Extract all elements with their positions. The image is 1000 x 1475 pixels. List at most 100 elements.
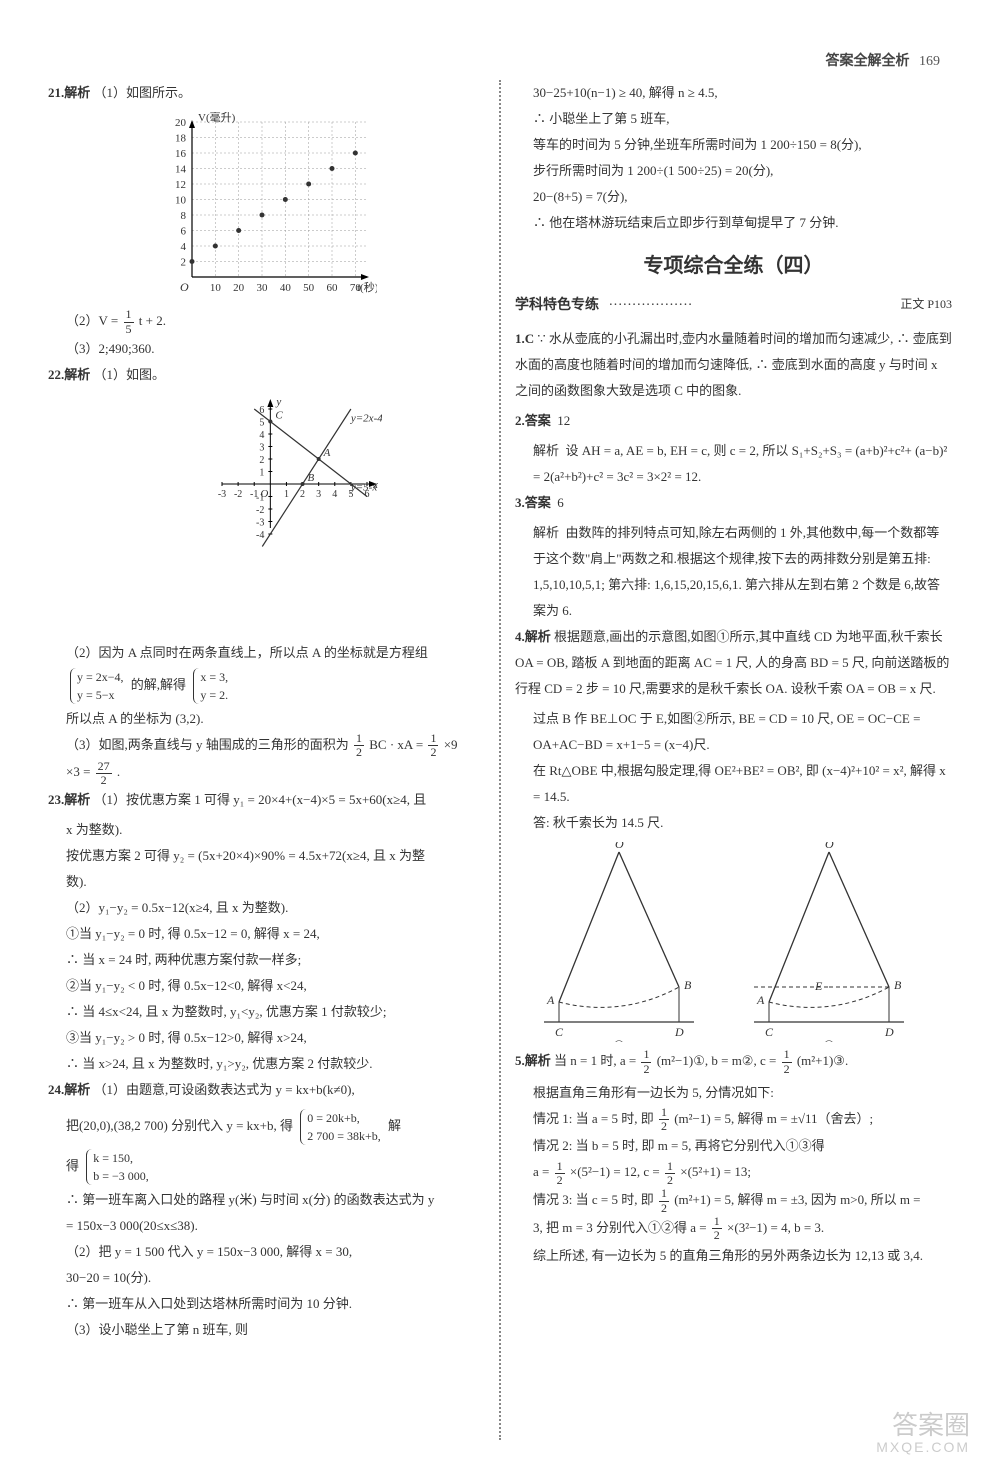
q23-label: 23.解析 <box>48 792 90 807</box>
svg-text:14: 14 <box>175 164 187 176</box>
rq4-l3: 在 Rt△OBE 中,根据勾股定理,得 OE²+BE² = OB², 即 (x−… <box>515 758 952 810</box>
q4-diagram: OABCD①OABCD②E <box>529 842 939 1042</box>
left-column: 21.解析 （1）如图所示。 1020304050607024681012141… <box>40 80 493 1440</box>
q23-l9: ∴ 当 4≤x<24, 且 x 为整数时, y₁<y₂, 优惠方案 1 付款较少… <box>48 999 485 1025</box>
svg-text:18: 18 <box>175 133 187 145</box>
q24: 24.解析 （1）由题意,可设函数表达式为 y = kx+b(k≠0), <box>48 1077 485 1103</box>
q23-l7: ∴ 当 x = 24 时, 两种优惠方案付款一样多; <box>48 947 485 973</box>
q22-sys: y = 2x−4,y = 5−x 的解,解得 x = 3,y = 2. <box>48 666 485 706</box>
header-title: 答案全解全析 <box>826 54 910 69</box>
c-l6: ∴ 他在塔林游玩结束后立即步行到草甸提早了 7 分钟. <box>515 210 952 236</box>
c-l3: 等车的时间为 5 分钟,坐班车所需时间为 1 200÷150 = 8(分), <box>515 132 952 158</box>
q22-label: 22.解析 <box>48 367 90 382</box>
q22-p3: （3）如图,两条直线与 y 轴围成的三角形的面积为 12 BC · xA = 1… <box>48 732 485 760</box>
svg-text:-2: -2 <box>255 505 263 516</box>
c-l5: 20−(8+5) = 7(分), <box>515 184 952 210</box>
svg-text:40: 40 <box>279 282 291 294</box>
svg-text:1: 1 <box>259 467 264 478</box>
svg-text:O: O <box>260 488 268 500</box>
c-l4: 步行所需时间为 1 200÷(1 500÷25) = 20(分), <box>515 158 952 184</box>
svg-text:D: D <box>884 1025 894 1039</box>
q23-l5: （2）y₁−y₂ = 0.5x−12(x≥4, 且 x 为整数). <box>48 895 485 921</box>
q24-l3: 得 k = 150,b = −3 000, <box>48 1147 485 1187</box>
svg-text:B: B <box>894 978 902 992</box>
q21: 21.解析 （1）如图所示。 <box>48 80 485 106</box>
q22-p1: （1）如图。 <box>94 367 166 382</box>
q23-l4: 数). <box>48 869 485 895</box>
rq4-l2: 过点 B 作 BE⊥OC 于 E,如图②所示, BE = CD = 10 尺, … <box>515 706 952 758</box>
q23-l10: ③当 y₁−y₂ > 0 时, 得 0.5x−12>0, 解得 x>24, <box>48 1025 485 1051</box>
svg-text:4: 4 <box>180 241 186 253</box>
rq4: 4.解析 根据题意,画出的示意图,如图①所示,其中直线 CD 为地平面,秋千索长… <box>515 624 952 702</box>
q21-p1: （1）如图所示。 <box>94 85 192 100</box>
svg-text:-3: -3 <box>255 517 263 528</box>
columns: 21.解析 （1）如图所示。 1020304050607024681012141… <box>40 80 960 1440</box>
rq2-ex: 解析 设 AH = a, AE = b, EH = c, 则 c = 2, 所以… <box>515 438 952 490</box>
q23-l6: ①当 y₁−y₂ = 0 时, 得 0.5x−12 = 0, 解得 x = 24… <box>48 921 485 947</box>
rq5-l8: 综上所述, 有一边长为 5 的直角三角形的另外两条边长为 12,13 或 3,4… <box>515 1243 952 1269</box>
svg-text:O: O <box>180 280 189 294</box>
svg-text:8: 8 <box>180 210 186 222</box>
q23: 23.解析 （1）按优惠方案 1 可得 y₁ = 20×4+(x−4)×5 = … <box>48 787 485 813</box>
svg-text:4: 4 <box>332 489 337 500</box>
q21-label: 21.解析 <box>48 85 90 100</box>
svg-text:60: 60 <box>326 282 338 294</box>
svg-text:20: 20 <box>175 117 187 129</box>
page-ref: 正文 P103 <box>900 292 952 316</box>
svg-text:y=5-x: y=5-x <box>349 481 376 493</box>
svg-text:4: 4 <box>259 430 264 441</box>
q24-l4: ∴ 第一班车离入口处的路程 y(米) 与时间 x(分) 的函数表达式为 y <box>48 1187 485 1213</box>
q22-p2a: （2）因为 A 点同时在两条直线上，所以点 A 的坐标就是方程组 <box>48 640 485 666</box>
svg-text:-3: -3 <box>217 489 225 500</box>
svg-text:10: 10 <box>209 282 221 294</box>
svg-text:y: y <box>275 396 281 408</box>
svg-text:16: 16 <box>175 148 187 160</box>
rq5-l4: 情况 2: 当 b = 5 时, 即 m = 5, 再将它分别代入①③得 <box>515 1133 952 1159</box>
svg-text:20: 20 <box>233 282 245 294</box>
q21-chart: 102030405060702468101214161820OV(毫升)t(秒) <box>157 112 377 302</box>
svg-text:A: A <box>546 993 555 1007</box>
svg-text:1: 1 <box>283 489 288 500</box>
c-l2: ∴ 小聪坐上了第 5 班车, <box>515 106 952 132</box>
rq5-l5: a = 12 ×(5²−1) = 12, c = 12 ×(5²+1) = 13… <box>515 1159 952 1187</box>
svg-text:12: 12 <box>175 179 186 191</box>
svg-text:A: A <box>322 447 330 459</box>
q24-l8: ∴ 第一班车从入口处到达塔林所需时间为 10 分钟. <box>48 1291 485 1317</box>
svg-text:-4: -4 <box>255 530 263 541</box>
svg-text:V(毫升): V(毫升) <box>198 112 236 124</box>
rq5: 5.解析 当 n = 1 时, a = 12 (m²−1)①, b = m②, … <box>515 1048 952 1076</box>
rq5-l6: 情况 3: 当 c = 5 时, 即 12 (m²+1) = 5, 解得 m =… <box>515 1187 952 1215</box>
svg-text:②: ② <box>823 1038 835 1042</box>
q23-l8: ②当 y₁−y₂ < 0 时, 得 0.5x−12<0, 解得 x<24, <box>48 973 485 999</box>
q22: 22.解析 （1）如图。 <box>48 362 485 388</box>
svg-text:6: 6 <box>180 226 186 238</box>
q24-l7: 30−20 = 10(分). <box>48 1265 485 1291</box>
svg-text:2: 2 <box>180 257 186 269</box>
svg-text:t(秒): t(秒) <box>357 280 377 294</box>
svg-text:①: ① <box>613 1038 625 1042</box>
svg-text:E: E <box>814 979 823 993</box>
subsection: 学科特色专练 ·················· 正文 P103 <box>515 292 952 320</box>
q24-label: 24.解析 <box>48 1082 90 1097</box>
q24-l5: = 150x−3 000(20≤x≤38). <box>48 1213 485 1239</box>
svg-text:O: O <box>825 842 834 851</box>
rq1: 1.C ∵ 水从壶底的小孔漏出时,壶内水量随着时间的增加而匀速减少, ∴ 壶底到… <box>515 326 952 404</box>
q23-l3: 按优惠方案 2 可得 y₂ = (5x+20×4)×90% = 4.5x+72(… <box>48 843 485 869</box>
svg-text:5: 5 <box>259 417 264 428</box>
rq5-l7: 3, 把 m = 3 分别代入①②得 a = 12 ×(3²−1) = 4, b… <box>515 1215 952 1243</box>
rq3: 3.答案 6 <box>515 490 952 516</box>
svg-text:C: C <box>275 409 283 421</box>
svg-text:30: 30 <box>256 282 268 294</box>
svg-text:O: O <box>615 842 624 851</box>
svg-text:2: 2 <box>300 489 305 500</box>
q24-l2: 把(20,0),(38,2 700) 分别代入 y = kx+b, 得 0 = … <box>48 1107 485 1147</box>
svg-text:3: 3 <box>259 442 264 453</box>
frac-1-5: 15 <box>124 308 134 335</box>
page-number: 169 <box>919 54 940 69</box>
page-header: 答案全解全析 169 <box>826 50 941 70</box>
rq3-ex: 解析 由数阵的排列特点可知,除左右两侧的 1 外,其他数中,每一个数都等于这个数… <box>515 520 952 624</box>
svg-text:y=2x-4: y=2x-4 <box>349 412 381 424</box>
rq5-l3: 情况 1: 当 a = 5 时, 即 12 (m²−1) = 5, 解得 m =… <box>515 1106 952 1134</box>
svg-text:C: C <box>765 1025 774 1039</box>
svg-text:10: 10 <box>175 195 187 207</box>
